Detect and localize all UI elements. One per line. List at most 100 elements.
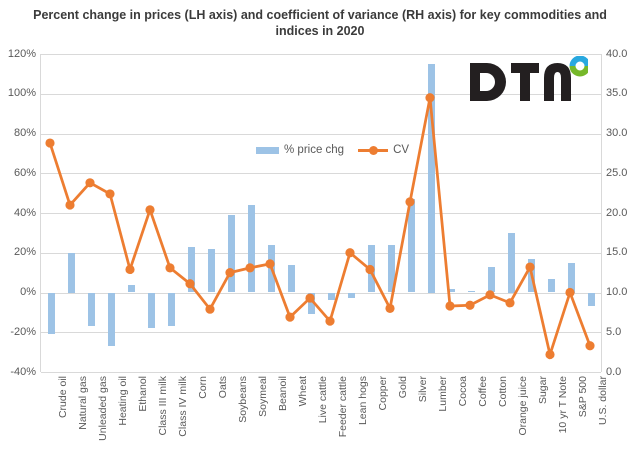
x-label-corn: Corn [196,376,209,399]
price-bar-class-iii-milk [147,292,155,329]
x-label-class-iii-milk: Class III milk [156,376,169,436]
legend-label-price-chg: % price chg [284,144,345,156]
price-bar-class-iv-milk [167,292,175,327]
gridline [41,133,601,135]
cv-marker-live-cattle [305,293,315,303]
x-label-lumber: Lumber [436,376,449,412]
right-axis-tick: 35.0 [606,87,628,100]
plot-area [40,54,602,373]
gridline [41,213,601,214]
cv-marker-copper [365,264,375,275]
cv-marker-cocoa [445,301,455,311]
x-label-class-iv-milk: Class IV milk [176,376,189,437]
gridline [41,332,601,334]
price-bar-heating-oil [107,292,115,347]
x-label-wheat: Wheat [296,376,309,407]
gridline [41,93,601,95]
gridline [41,372,601,373]
right-axis-tick: 40.0 [606,47,628,60]
cv-marker-soybeans [225,268,235,278]
price-bar-natural-gas [67,252,75,293]
price-bar-feeder-cattle [327,292,335,301]
price-bar-orange-juice [507,232,515,293]
price-bar-ethanol [127,284,135,293]
cv-marker-class-iii-milk [145,205,155,215]
chart-title: Percent change in prices (LH axis) and c… [33,8,607,38]
left-axis-tick: -40% [10,365,36,378]
line-series-swatch [358,145,389,155]
dtn-logo [468,55,591,106]
price-bar-coffee [467,290,475,293]
legend: % price chg CV [256,144,409,156]
x-label-oats: Oats [216,376,229,399]
cv-marker-natural-gas [65,200,75,210]
price-bar-corn [187,246,195,293]
left-axis-tick: 100% [7,87,36,100]
left-axis-tick: 80% [13,127,36,139]
cv-marker-10-yr-t-note [545,349,555,360]
x-label-orange-juice: Orange juice [516,376,529,436]
x-label-feeder-cattle: Feeder cattle [336,376,349,438]
x-label-cocoa: Cocoa [456,376,469,407]
price-bar-cocoa [447,288,455,293]
cv-marker-lumber [425,93,435,103]
cv-marker-wheat [285,312,295,322]
cv-marker-corn [185,279,195,289]
right-axis-tick: 20.0 [606,206,628,219]
cv-line [48,97,592,360]
cv-marker-feeder-cattle [325,316,335,326]
price-bar-u-s-dollar [587,292,595,307]
legend-item-cv: CV [358,144,409,156]
x-label-s-p-500: S&P 500 [576,376,589,418]
price-bar-live-cattle [307,292,315,315]
x-label-natural-gas: Natural gas [76,376,89,430]
left-axis-tick: 40% [13,206,36,219]
cv-line-series [45,93,595,360]
gridline [41,173,601,175]
cv-marker-u-s-dollar [585,341,595,351]
price-bar-cotton [487,266,495,293]
x-label-lean-hogs: Lean hogs [356,376,369,426]
cv-marker-gold [385,303,395,313]
left-axis-tick: 60% [13,166,36,179]
price-bar-soybeans [227,214,235,293]
x-label-crude-oil: Crude oil [56,376,69,419]
x-label-10-yr-t-note: 10 yr T Note [556,376,569,434]
price-bar-silver [407,199,415,293]
cv-marker-class-iv-milk [165,263,175,273]
gridline [41,252,601,254]
bar-series-swatch [256,146,279,154]
dtn-logo-graphic [470,55,591,101]
price-bar-soymeal [247,205,255,293]
legend-label-cv: CV [393,144,410,156]
right-axis-tick: 5.0 [606,325,622,338]
cv-marker-coffee [465,300,475,310]
left-axis-tick: 0% [20,286,36,298]
right-axis-tick: 30.0 [606,127,628,139]
right-axis-tick: 25.0 [606,166,628,179]
x-label-unleaded-gas: Unleaded gas [96,376,109,441]
price-bar-10-yr-t-note [547,278,555,293]
x-label-soymeal: Soymeal [256,376,269,417]
x-label-u-s-dollar: U.S. dollar [596,376,609,426]
price-bar-s-p-500 [567,262,575,293]
price-bar-wheat [287,264,295,293]
legend-item-price-chg: % price chg [256,144,344,156]
cv-marker-soymeal [245,263,255,273]
gridline [41,54,601,55]
cv-marker-beanoil [265,259,275,269]
x-label-cotton: Cotton [496,376,509,407]
x-label-coffee: Coffee [476,376,489,407]
price-bar-lumber [427,63,435,293]
price-bar-lean-hogs [347,292,355,299]
left-axis-tick: 120% [7,47,36,60]
price-bar-unleaded-gas [87,292,95,327]
price-bar-gold [387,244,395,293]
cv-marker-ethanol [125,264,135,275]
x-label-sugar: Sugar [536,376,549,405]
cv-marker-silver [405,197,415,207]
x-label-soybeans: Soybeans [236,376,249,423]
cv-marker-heating-oil [105,189,115,199]
right-axis-tick: 15.0 [606,246,628,259]
